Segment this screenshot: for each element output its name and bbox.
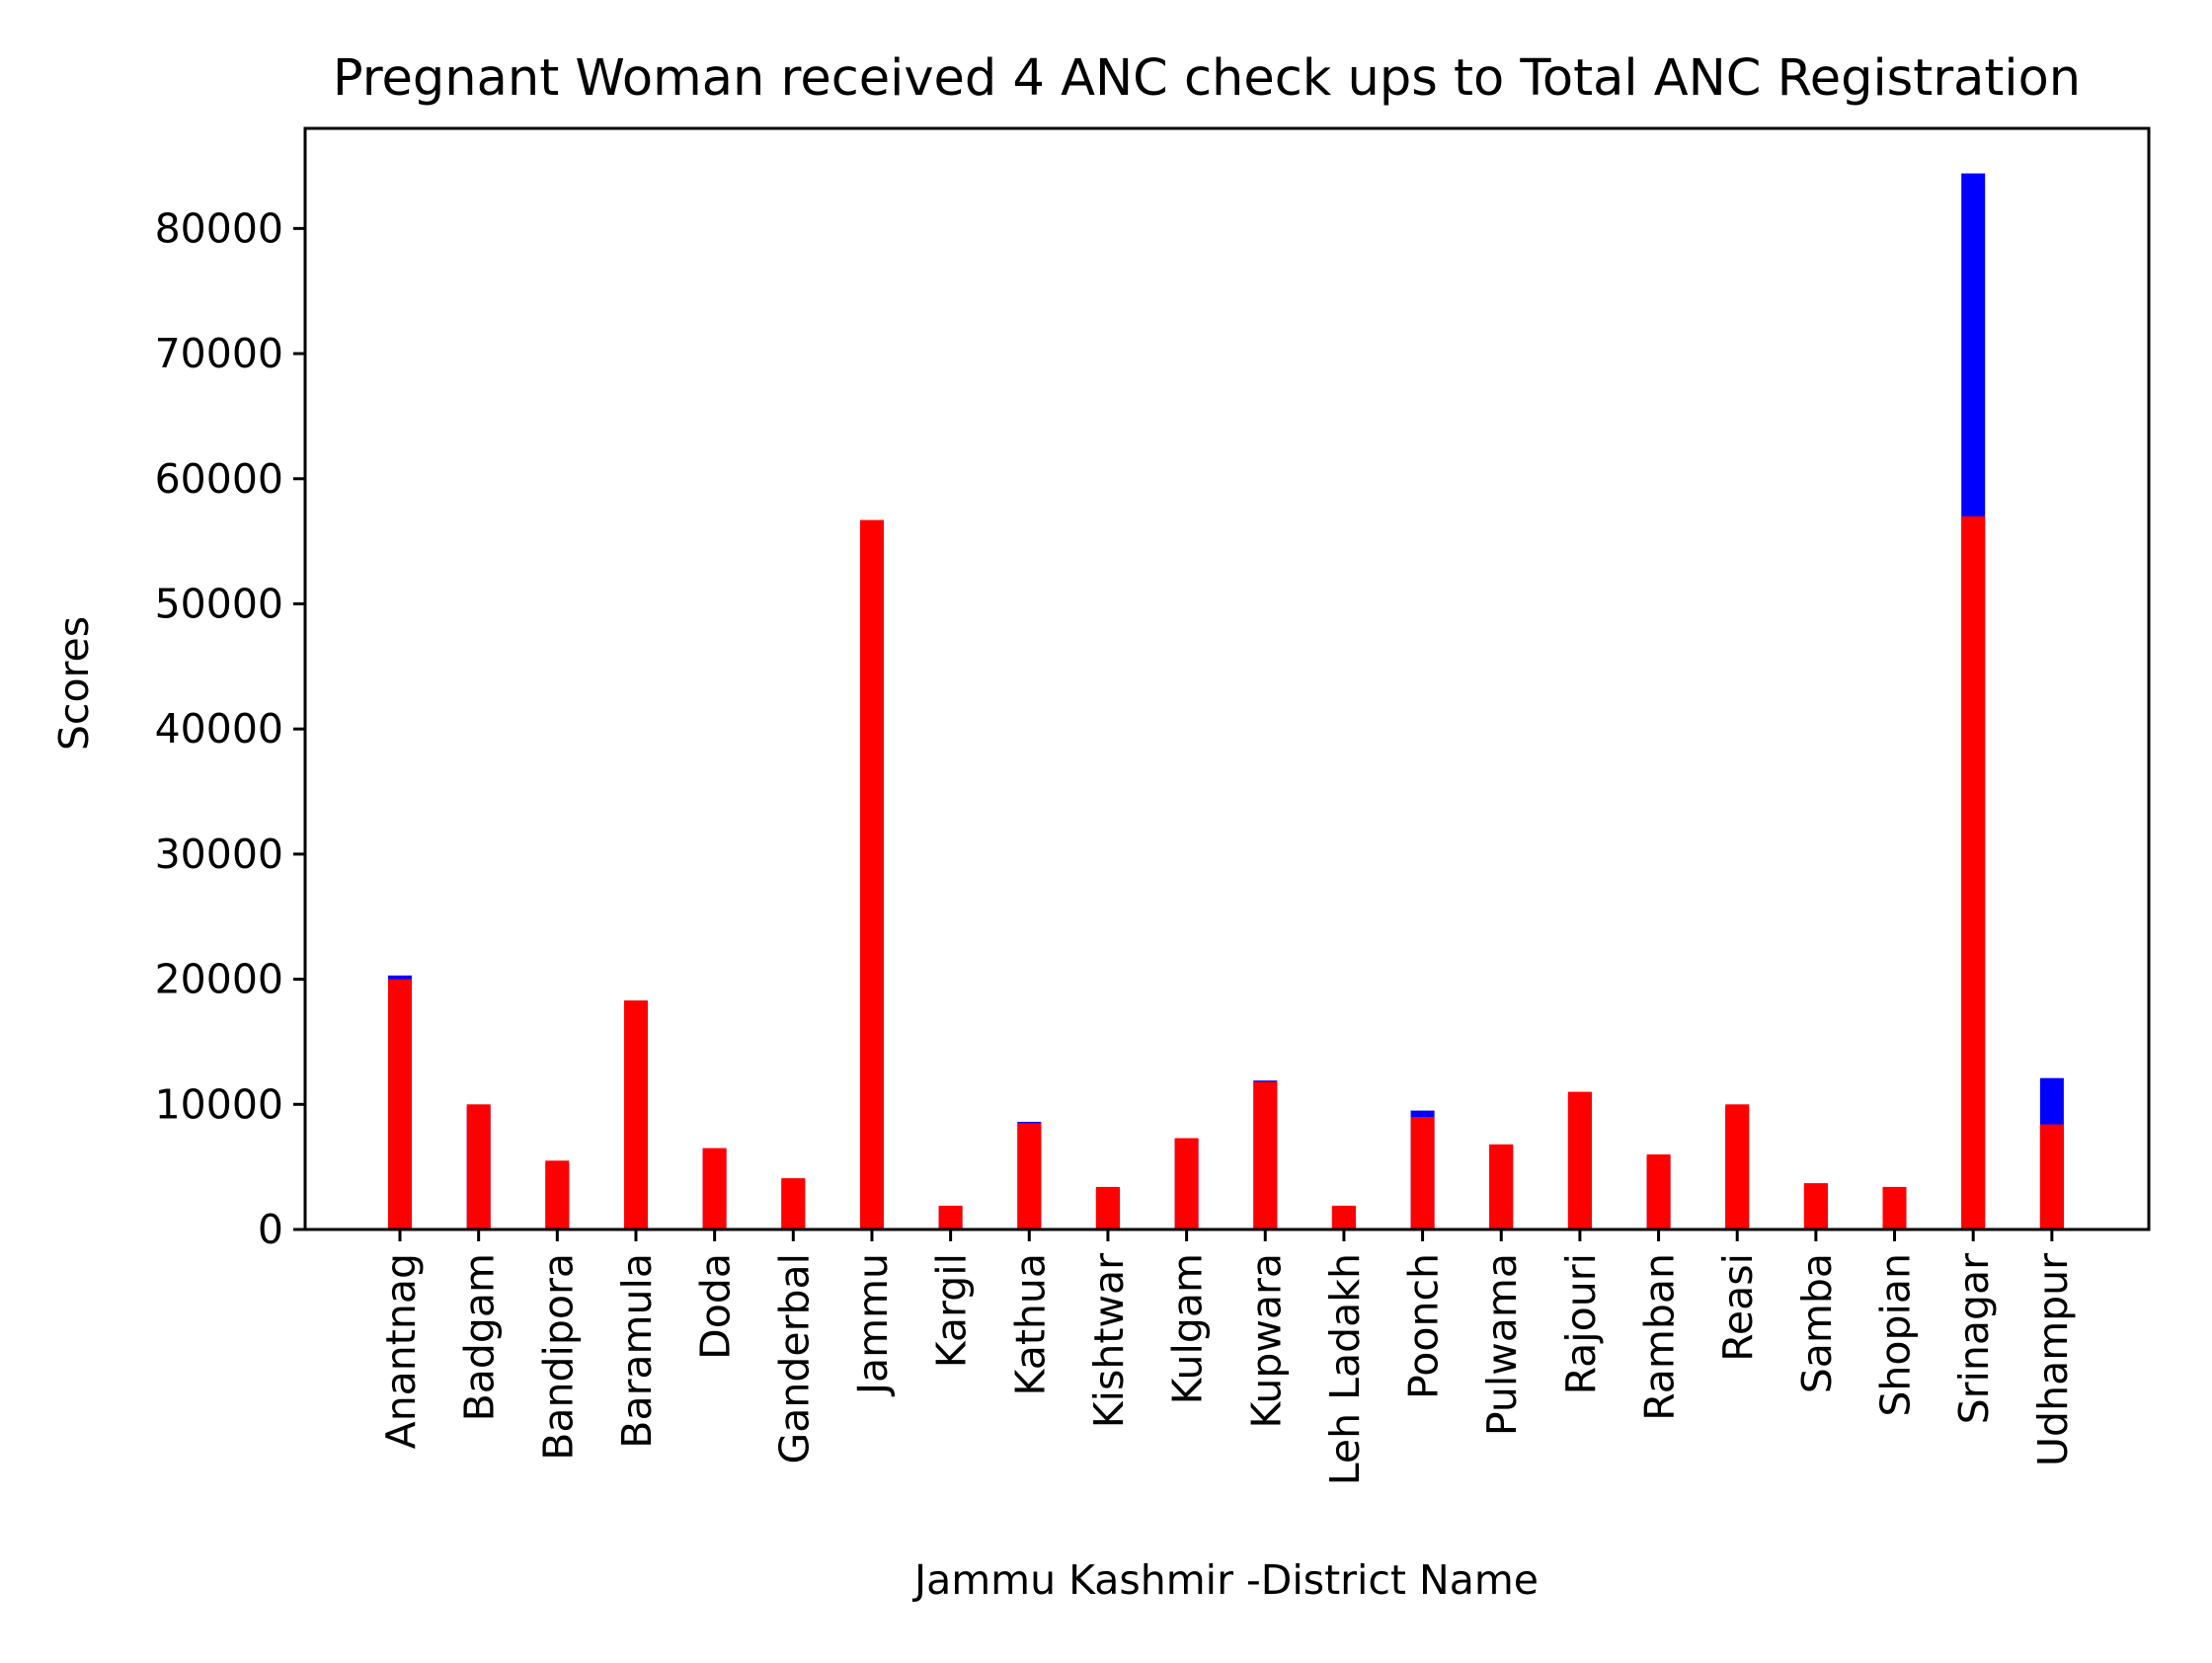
x-tick-label: Kulgam	[1164, 1253, 1212, 1404]
x-tick-label: Anantnag	[377, 1253, 425, 1449]
x-tick-label: Rajouri	[1557, 1253, 1605, 1394]
bar-s2-udhampur	[2039, 1124, 2064, 1229]
bar-s2-jammu	[860, 519, 884, 1229]
x-tick-label: Reasi	[1714, 1253, 1762, 1362]
bar-s2-baramula	[624, 1000, 648, 1229]
bar-s2-doda	[702, 1148, 727, 1229]
y-axis-label: Scores	[50, 616, 98, 751]
x-tick-label: Samba	[1793, 1253, 1841, 1393]
bar-s2-poonch	[1410, 1117, 1435, 1229]
bar-s2-samba	[1803, 1183, 1828, 1229]
y-tick-label: 30000	[155, 831, 283, 878]
x-tick-label: Bandipora	[534, 1253, 582, 1461]
bar-s2-reasi	[1725, 1104, 1750, 1229]
bar-s2-pulwama	[1489, 1144, 1514, 1229]
bar-s2-ganderbal	[781, 1178, 806, 1229]
x-tick-label: Pulwama	[1478, 1253, 1526, 1436]
y-tick-label: 20000	[155, 956, 283, 1003]
x-tick-label: Baramula	[613, 1253, 661, 1449]
x-tick-label: Badgam	[456, 1253, 504, 1421]
bar-s2-kargil	[938, 1205, 963, 1229]
x-tick-label: Kupwara	[1242, 1253, 1290, 1429]
bar-s2-kathua	[1017, 1123, 1042, 1229]
bar-s2-kishtwar	[1095, 1186, 1120, 1229]
y-tick-label: 40000	[155, 705, 283, 752]
x-tick-label: Leh Ladakh	[1321, 1253, 1369, 1485]
bar-s2-leh-ladakh	[1331, 1205, 1356, 1229]
y-axis: 0 10000 20000 30000 40000 50000 60000 70000 8000…	[155, 204, 305, 1253]
bar-s2-badgam	[466, 1104, 491, 1229]
x-tick-label: Shopian	[1872, 1253, 1920, 1417]
x-tick-label: Jammu	[849, 1253, 897, 1397]
bar-s2-kupwara	[1253, 1081, 1278, 1229]
bars-group	[388, 173, 2064, 1230]
y-tick-label: 50000	[155, 580, 283, 627]
x-tick-label: Doda	[692, 1253, 740, 1360]
bar-s2-bandipora	[545, 1160, 570, 1229]
x-tick-label: Kathua	[1006, 1253, 1054, 1395]
y-tick-label: 0	[258, 1206, 283, 1253]
bar-s2-shopian	[1882, 1186, 1907, 1229]
y-tick-label: 10000	[155, 1080, 283, 1128]
x-tick-label: Poonch	[1400, 1253, 1448, 1399]
x-axis: Anantnag Badgam Bandipora Baramula Doda Gande…	[377, 1229, 2077, 1485]
x-tick-label: Udhampur	[2029, 1253, 2077, 1466]
bar-s2-kulgam	[1174, 1138, 1199, 1229]
y-tick-label: 60000	[155, 455, 283, 503]
x-tick-label: Kargil	[928, 1253, 976, 1368]
x-tick-label: Ganderbal	[770, 1253, 818, 1465]
y-tick-label: 70000	[155, 330, 283, 377]
x-tick-label: Srinagar	[1950, 1253, 1998, 1425]
chart-title: Pregnant Woman received 4 ANC check ups …	[333, 49, 2081, 108]
bar-s2-ramban	[1646, 1154, 1671, 1229]
y-tick-label: 80000	[155, 204, 283, 252]
bar-s2-anantnag	[388, 979, 412, 1229]
x-axis-label: Jammu Kashmir -District Name	[911, 1556, 1539, 1604]
plot-frame	[303, 126, 2151, 1231]
bar-s2-srinagar	[1961, 515, 1986, 1229]
x-tick-label: Ramban	[1636, 1253, 1684, 1421]
bar-s2-rajouri	[1567, 1091, 1592, 1229]
x-tick-label: Kishtwar	[1085, 1253, 1133, 1428]
